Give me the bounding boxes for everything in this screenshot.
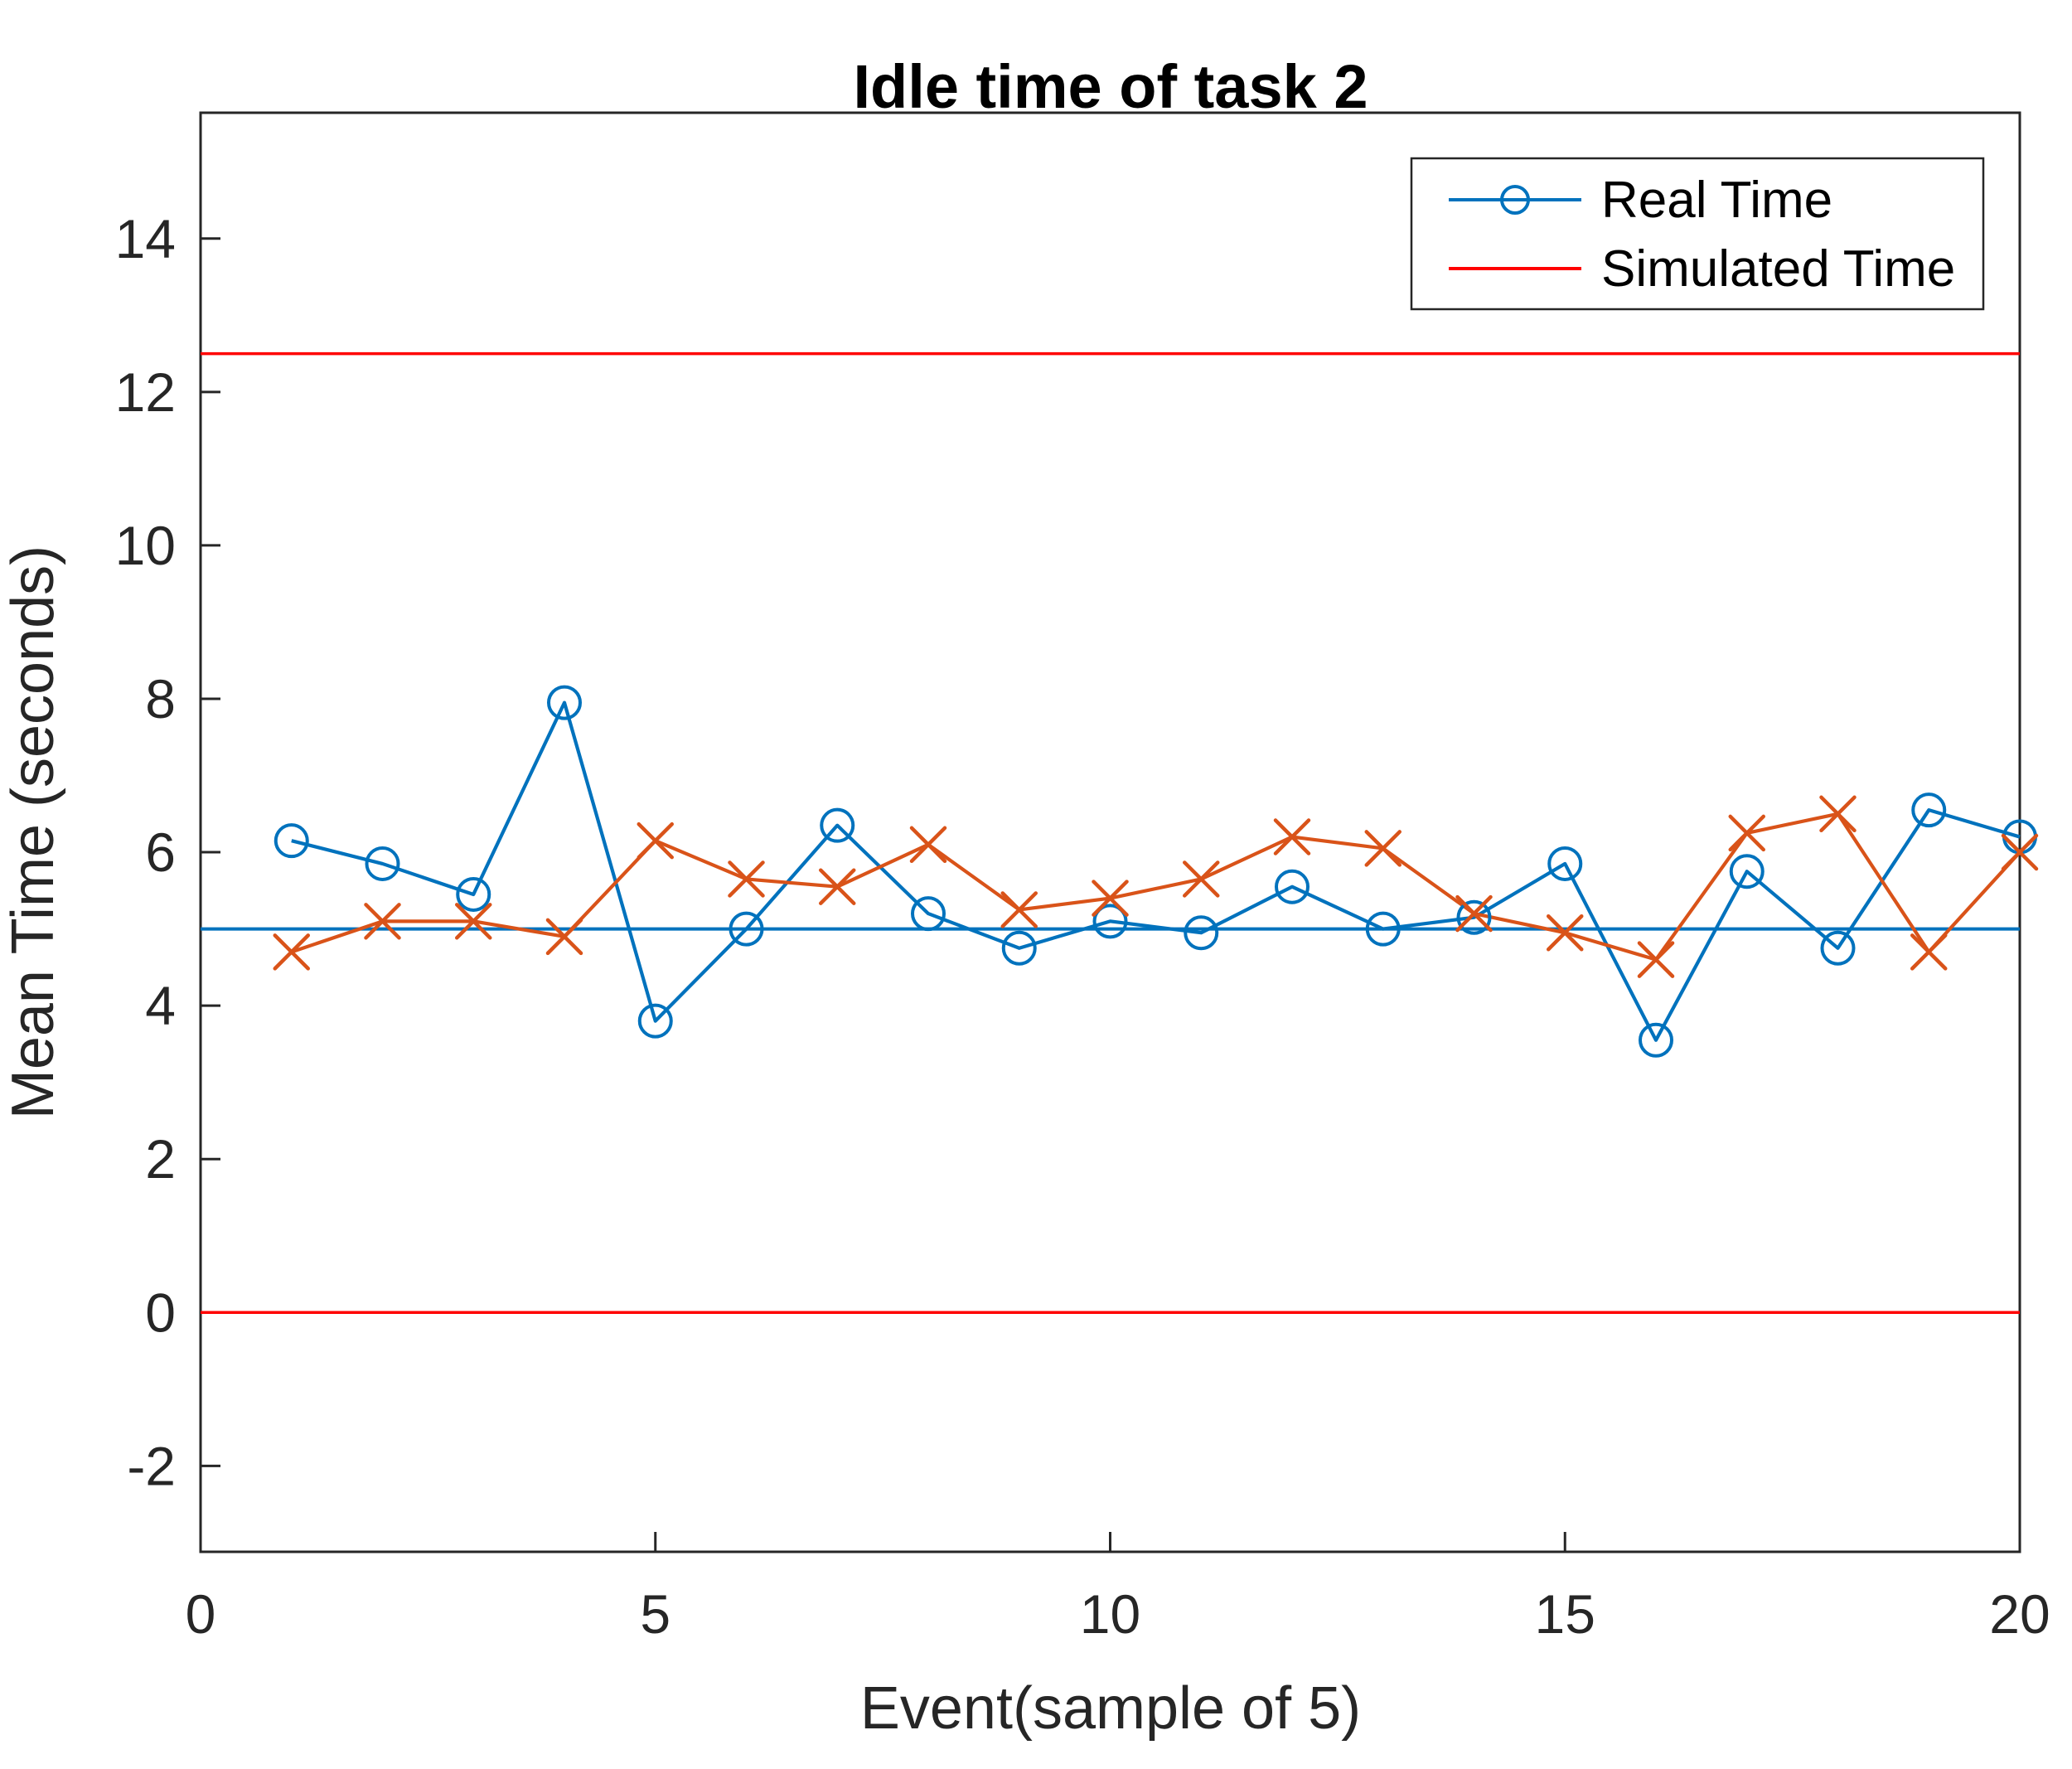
series-1-x-marker-stroke-b (1092, 880, 1129, 917)
legend: Real Time Simulated Time (1410, 157, 1985, 311)
series-1-x-marker-1 (273, 933, 310, 971)
series-1-x-marker-stroke-b (455, 903, 492, 940)
series-1-x-marker-stroke-b (1183, 860, 1220, 898)
series-1-x-marker-10 (1092, 880, 1129, 917)
series-1-x-marker-2 (364, 903, 401, 940)
real-time-circle-marker-19 (1911, 792, 1947, 828)
series-1-x-marker-stroke-b (1455, 894, 1493, 933)
real-time-circle-marker-5 (637, 1003, 673, 1039)
series-1-x-marker-15 (1547, 914, 1584, 952)
real-time-circle-marker-6 (729, 911, 764, 947)
real-time-circle-marker-12 (1275, 869, 1310, 904)
x-tick-label-0: 0 (186, 1583, 216, 1645)
y-tick-label-6: 6 (145, 821, 176, 883)
series-1-x-marker-14 (1455, 894, 1493, 933)
legend-entry-real-time: Real Time (1449, 172, 1832, 229)
series-1-line (291, 812, 2021, 962)
series-1-x-marker-stroke-b (2001, 833, 2039, 871)
series-1-x-marker-stroke-b (1273, 818, 1311, 855)
series-1-x-marker-stroke-b (819, 868, 856, 905)
series-1-x-marker-12 (1273, 818, 1311, 855)
real-time-circle-marker-11 (1184, 915, 1219, 951)
axes-layer: 0 5 10 15 20 -2 0 2 4 6 8 10 12 14 (115, 111, 2050, 1645)
y-tick-label-0: 0 (145, 1282, 176, 1343)
series-1-x-marker-5 (637, 821, 674, 860)
series-1-x-marker-stroke-b (1728, 814, 1765, 852)
real-time-circle-marker-10 (1092, 904, 1128, 939)
series-1-x-marker-17 (1728, 814, 1765, 852)
series-1-x-marker-stroke-b (728, 860, 765, 898)
series-1-x-marker-3 (455, 903, 492, 940)
series-1-x-marker-stroke-b (909, 826, 947, 864)
real-time-circle-marker-8 (911, 896, 946, 932)
real-time-circle-marker-17 (1729, 854, 1765, 889)
series-1-x-marker-8 (909, 826, 947, 864)
x-tick-label-15: 15 (1535, 1583, 1595, 1645)
real-time-circle-marker-14 (1456, 899, 1492, 935)
legend-circle-marker-icon (1500, 185, 1530, 215)
legend-label-real-time: Real Time (1601, 172, 1832, 229)
real-time-line (291, 700, 2021, 1042)
x-tick-label-10: 10 (1080, 1583, 1140, 1645)
x-tick-label-20: 20 (1989, 1583, 2050, 1645)
series-1-x-marker-stroke-b (545, 918, 583, 956)
series-1-x-marker-13 (1364, 830, 1402, 867)
series-1-x-marker-stroke-b (1547, 914, 1584, 952)
series-1-x-marker-20 (2001, 833, 2039, 871)
series-layer (273, 685, 2039, 1058)
real-time-circle-marker-13 (1365, 911, 1401, 947)
series-1-x-marker-stroke-b (1910, 933, 1948, 971)
real-time-circle-marker-18 (1820, 930, 1856, 966)
series-1-x-marker-6 (728, 860, 765, 898)
series-1-x-marker-stroke-b (273, 933, 310, 971)
series-1-x-marker-4 (545, 918, 583, 956)
series-1-x-marker-7 (819, 868, 856, 905)
y-axis-label: Mean Time (seconds) (0, 545, 66, 1119)
y-tick-label-4: 4 (145, 975, 176, 1036)
real-time-circle-marker-16 (1639, 1022, 1673, 1058)
series-1-x-marker-stroke-b (1819, 795, 1857, 833)
series-1-x-marker-9 (1000, 891, 1038, 928)
series-1-x-marker-stroke-b (364, 903, 401, 940)
y-tick-label-14: 14 (115, 208, 176, 269)
legend-label-simulated-time: Simulated Time (1601, 240, 1955, 298)
real-time-circle-marker-9 (1001, 930, 1037, 966)
y-tick-label-2: 2 (145, 1128, 176, 1190)
real-time-circle-marker-3 (456, 876, 491, 912)
series-1-x-marker-stroke-b (1637, 941, 1675, 978)
series-1-x-marker-stroke-b (1000, 891, 1038, 928)
real-time-circle-marker-2 (365, 846, 400, 881)
real-time-circle-marker-15 (1547, 846, 1583, 881)
y-tick-label-10: 10 (115, 515, 176, 576)
series-1-x-marker-19 (1910, 933, 1948, 971)
legend-entry-simulated-time: Simulated Time (1449, 240, 1955, 298)
y-tick-label-8: 8 (145, 668, 176, 729)
x-axis-label: Event(sample of 5) (860, 1675, 1361, 1742)
series-1-x-marker-stroke-b (1364, 830, 1402, 867)
legend-box (1410, 157, 1985, 311)
chart-title: Idle time of task 2 (854, 52, 1368, 121)
series-1-x-marker-18 (1819, 795, 1857, 833)
real-time-circle-marker-7 (820, 807, 855, 843)
series-1-x-marker-11 (1183, 860, 1220, 898)
real-time-circle-marker-1 (274, 823, 309, 859)
y-tick-label--2: -2 (127, 1435, 176, 1496)
series-1-x-marker-16 (1637, 941, 1675, 978)
x-tick-label-5: 5 (640, 1583, 670, 1645)
series-1-x-marker-stroke-b (637, 821, 674, 860)
y-tick-label-12: 12 (115, 361, 176, 423)
real-time-circle-marker-4 (547, 685, 582, 720)
